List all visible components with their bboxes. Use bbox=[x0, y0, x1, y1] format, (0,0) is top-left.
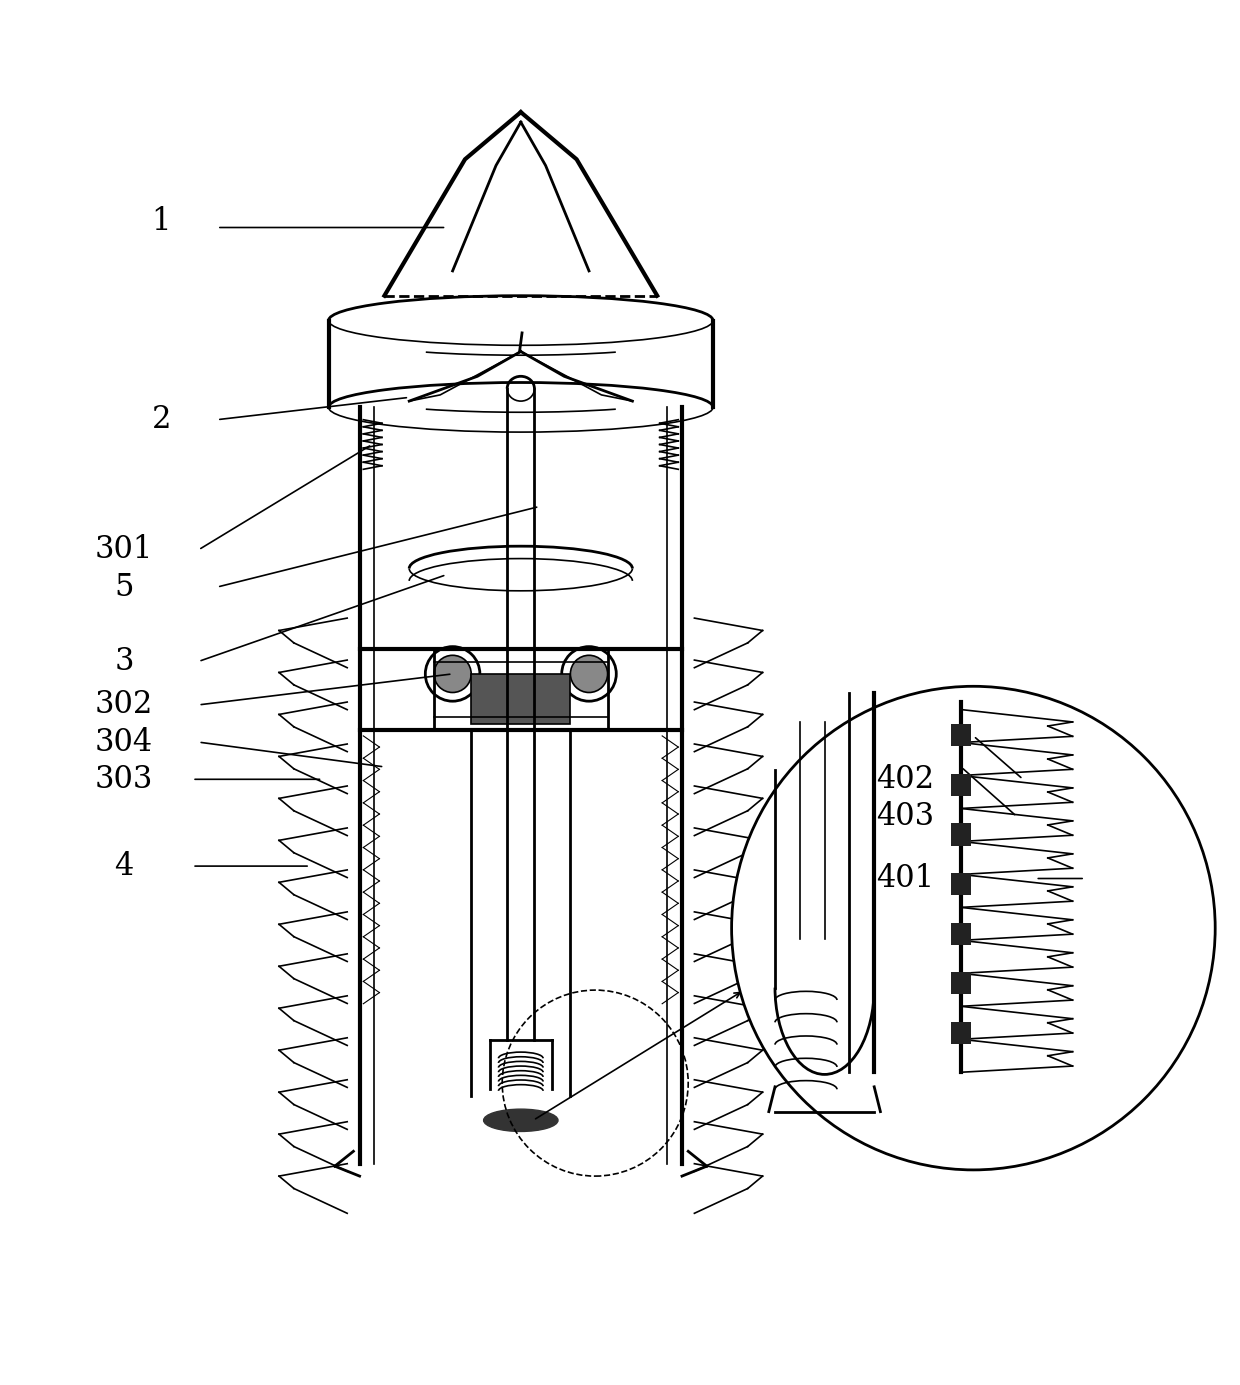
Text: 5: 5 bbox=[114, 572, 134, 602]
FancyBboxPatch shape bbox=[471, 674, 570, 723]
Text: 403: 403 bbox=[877, 801, 934, 832]
Bar bbox=[951, 1022, 971, 1044]
Text: 402: 402 bbox=[877, 763, 934, 795]
Text: 2: 2 bbox=[151, 404, 171, 435]
Text: 1: 1 bbox=[151, 206, 171, 237]
Text: 304: 304 bbox=[95, 727, 153, 758]
Text: 303: 303 bbox=[94, 763, 154, 795]
Text: 401: 401 bbox=[877, 863, 934, 893]
Text: 302: 302 bbox=[94, 690, 154, 720]
Bar bbox=[951, 774, 971, 796]
Circle shape bbox=[732, 687, 1215, 1170]
Bar bbox=[951, 922, 971, 945]
Text: 4: 4 bbox=[114, 850, 134, 882]
Ellipse shape bbox=[484, 1109, 558, 1132]
Circle shape bbox=[570, 655, 608, 692]
Bar bbox=[951, 823, 971, 846]
Bar bbox=[951, 972, 971, 994]
Text: 3: 3 bbox=[114, 645, 134, 677]
Text: 301: 301 bbox=[94, 535, 154, 565]
Bar bbox=[951, 873, 971, 895]
Bar bbox=[951, 724, 971, 747]
Circle shape bbox=[434, 655, 471, 692]
